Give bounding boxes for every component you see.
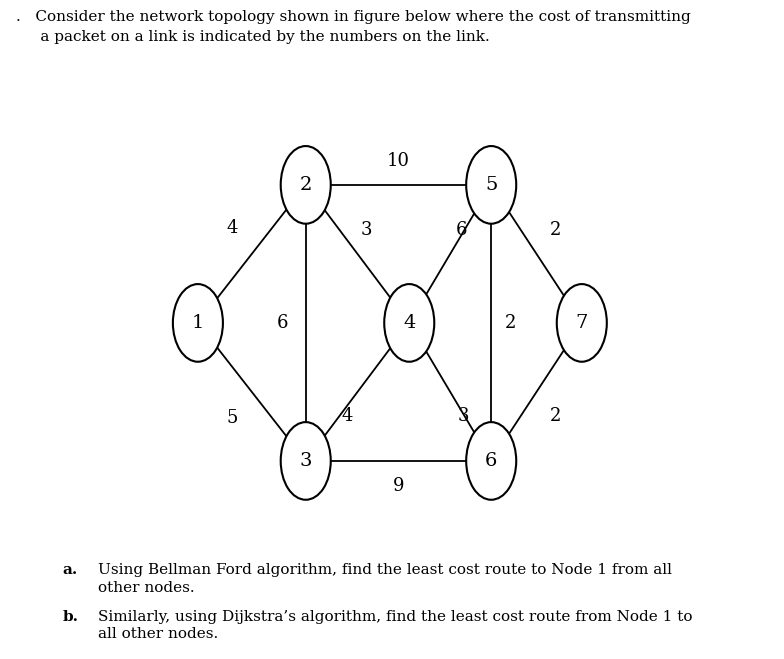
- Text: 3: 3: [361, 221, 372, 239]
- Text: 10: 10: [387, 152, 410, 170]
- Text: 9: 9: [393, 477, 405, 495]
- Text: 4: 4: [227, 219, 238, 237]
- Ellipse shape: [384, 284, 434, 362]
- Text: 2: 2: [299, 176, 312, 194]
- Text: a packet on a link is indicated by the numbers on the link.: a packet on a link is indicated by the n…: [16, 30, 489, 43]
- Text: 2: 2: [550, 221, 561, 239]
- Text: 3: 3: [457, 407, 469, 424]
- Text: 6: 6: [276, 314, 288, 332]
- Ellipse shape: [466, 146, 516, 223]
- Ellipse shape: [281, 422, 331, 500]
- Text: 7: 7: [575, 314, 588, 332]
- Text: 1: 1: [192, 314, 204, 332]
- Text: 6: 6: [485, 452, 497, 470]
- Text: 2: 2: [505, 314, 517, 332]
- Text: .   Consider the network topology shown in figure below where the cost of transm: . Consider the network topology shown in…: [16, 10, 691, 24]
- Ellipse shape: [173, 284, 223, 362]
- Text: a.: a.: [63, 563, 78, 577]
- Ellipse shape: [557, 284, 607, 362]
- Text: 5: 5: [227, 409, 238, 427]
- Text: Similarly, using Dijkstra’s algorithm, find the least cost route from Node 1 to: Similarly, using Dijkstra’s algorithm, f…: [98, 610, 692, 623]
- Text: all other nodes.: all other nodes.: [98, 627, 218, 641]
- Text: 6: 6: [456, 221, 466, 239]
- Ellipse shape: [466, 422, 516, 500]
- Text: 3: 3: [299, 452, 312, 470]
- Text: 2: 2: [550, 407, 561, 424]
- Text: other nodes.: other nodes.: [98, 581, 194, 595]
- Text: b.: b.: [63, 610, 78, 623]
- Text: 4: 4: [403, 314, 416, 332]
- Text: Using Bellman Ford algorithm, find the least cost route to Node 1 from all: Using Bellman Ford algorithm, find the l…: [98, 563, 672, 577]
- Ellipse shape: [281, 146, 331, 223]
- Text: 5: 5: [485, 176, 497, 194]
- Text: 4: 4: [341, 407, 352, 424]
